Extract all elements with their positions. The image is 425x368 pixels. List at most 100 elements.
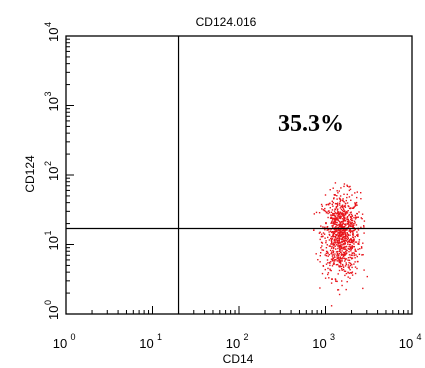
scatter-point bbox=[323, 209, 325, 212]
scatter-point bbox=[340, 212, 342, 214]
scatter-point bbox=[335, 280, 337, 282]
scatter-point bbox=[327, 262, 329, 264]
scatter-point bbox=[339, 204, 341, 206]
scatter-point bbox=[341, 213, 343, 215]
scatter-point bbox=[327, 272, 330, 274]
scatter-point bbox=[347, 272, 349, 274]
scatter-point bbox=[340, 208, 343, 211]
scatter-point bbox=[336, 237, 338, 239]
scatter-point bbox=[357, 243, 359, 245]
scatter-point bbox=[350, 216, 352, 219]
scatter-point bbox=[327, 255, 329, 257]
scatter-point bbox=[330, 211, 333, 213]
scatter-point bbox=[345, 253, 347, 256]
scatter-point bbox=[351, 241, 353, 243]
scatter-point bbox=[325, 212, 328, 214]
scatter-point bbox=[328, 211, 331, 214]
scatter-point bbox=[336, 190, 338, 192]
scatter-point bbox=[338, 216, 340, 218]
scatter-point bbox=[325, 222, 327, 224]
scatter-point bbox=[356, 196, 358, 199]
scatter-point bbox=[343, 240, 345, 242]
scatter-point bbox=[319, 287, 321, 289]
scatter-point bbox=[344, 204, 346, 207]
scatter-point bbox=[339, 256, 342, 258]
scatter-point bbox=[339, 250, 341, 252]
scatter-point bbox=[353, 263, 355, 265]
scatter-point bbox=[315, 211, 318, 214]
scatter-point bbox=[335, 206, 338, 208]
scatter-point bbox=[341, 224, 343, 226]
scatter-point bbox=[329, 269, 331, 271]
scatter-point bbox=[351, 230, 353, 232]
scatter-point bbox=[357, 216, 359, 218]
scatter-point bbox=[354, 261, 356, 263]
scatter-point bbox=[340, 246, 343, 248]
scatter-point bbox=[354, 222, 356, 224]
scatter-point bbox=[341, 238, 343, 241]
scatter-point bbox=[321, 242, 324, 244]
scatter-point bbox=[347, 210, 349, 212]
scatter-point bbox=[340, 234, 342, 236]
scatter-point bbox=[343, 270, 346, 272]
scatter-point bbox=[342, 205, 344, 208]
scatter-point bbox=[334, 215, 336, 217]
scatter-point bbox=[350, 230, 352, 233]
scatter-point bbox=[336, 260, 338, 262]
scatter-point bbox=[336, 224, 338, 226]
scatter-point bbox=[342, 237, 344, 239]
scatter-point bbox=[339, 202, 341, 204]
scatter-points bbox=[313, 182, 368, 307]
x-tick-label-exponent: 1 bbox=[157, 332, 162, 342]
scatter-point bbox=[335, 229, 337, 231]
scatter-point bbox=[349, 224, 351, 226]
scatter-point bbox=[321, 272, 324, 275]
scatter-point bbox=[335, 234, 337, 236]
scatter-point bbox=[350, 254, 352, 256]
scatter-point bbox=[332, 260, 334, 262]
scatter-point bbox=[326, 226, 329, 228]
scatter-point bbox=[334, 278, 337, 280]
scatter-point bbox=[351, 247, 353, 249]
scatter-point bbox=[339, 230, 342, 232]
scatter-point bbox=[331, 225, 333, 227]
scatter-point bbox=[328, 233, 330, 236]
scatter-point bbox=[346, 238, 348, 241]
scatter-point bbox=[326, 259, 329, 261]
scatter-point bbox=[339, 241, 341, 243]
scatter-point bbox=[346, 220, 349, 223]
scatter-point bbox=[358, 253, 361, 255]
scatter-point bbox=[333, 260, 336, 262]
scatter-point bbox=[357, 233, 359, 236]
scatter-point bbox=[338, 253, 341, 255]
scatter-point bbox=[349, 188, 352, 190]
scatter-point bbox=[333, 262, 335, 264]
scatter-point bbox=[340, 252, 343, 254]
scatter-point bbox=[334, 222, 336, 224]
scatter-point bbox=[324, 207, 326, 210]
scatter-point bbox=[352, 232, 354, 234]
scatter-point bbox=[320, 233, 323, 235]
scatter-point bbox=[330, 247, 333, 249]
scatter-point bbox=[345, 239, 347, 242]
scatter-point bbox=[342, 229, 344, 231]
scatter-point bbox=[330, 236, 333, 238]
scatter-point bbox=[331, 241, 333, 243]
scatter-point bbox=[343, 201, 345, 203]
scatter-point bbox=[345, 213, 347, 215]
scatter-point bbox=[346, 223, 348, 225]
scatter-point bbox=[356, 216, 358, 218]
y-tick-label-exponent: 0 bbox=[43, 300, 53, 305]
scatter-point bbox=[335, 225, 337, 228]
scatter-point bbox=[327, 267, 329, 270]
scatter-point bbox=[335, 234, 338, 236]
scatter-point bbox=[362, 287, 364, 290]
scatter-point bbox=[346, 210, 348, 213]
chart-title: CD124.016 bbox=[196, 15, 257, 29]
scatter-point bbox=[356, 191, 358, 193]
scatter-point bbox=[321, 249, 323, 251]
scatter-point bbox=[324, 229, 326, 231]
scatter-point bbox=[346, 202, 349, 204]
scatter-point bbox=[354, 241, 356, 243]
scatter-point bbox=[330, 237, 332, 240]
